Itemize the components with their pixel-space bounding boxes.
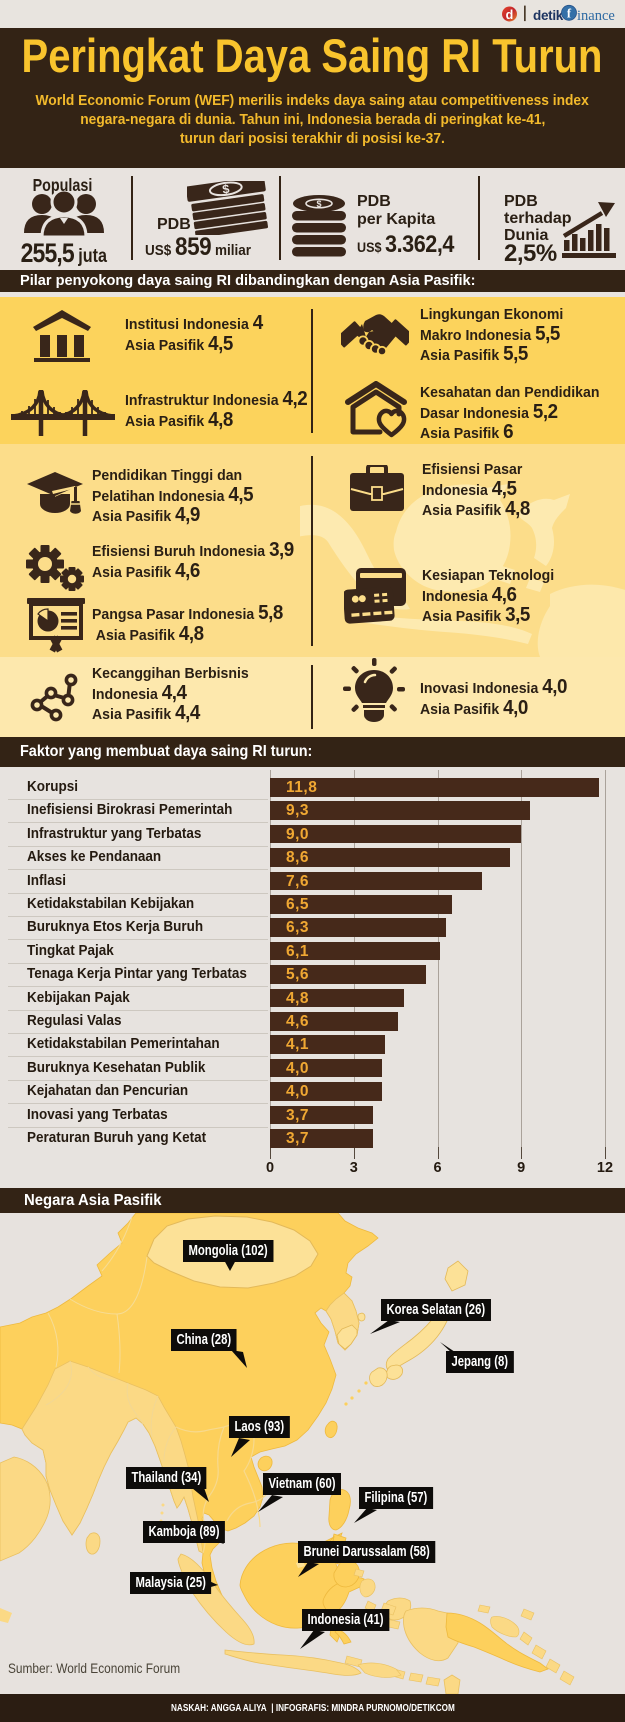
svg-text:$: $ [316, 199, 321, 209]
svg-text:f: f [567, 7, 572, 21]
svg-text:inance: inance [577, 8, 615, 24]
svg-text:d: d [506, 8, 514, 22]
svg-text:detik: detik [533, 8, 564, 23]
svg-text:$: $ [221, 182, 230, 197]
